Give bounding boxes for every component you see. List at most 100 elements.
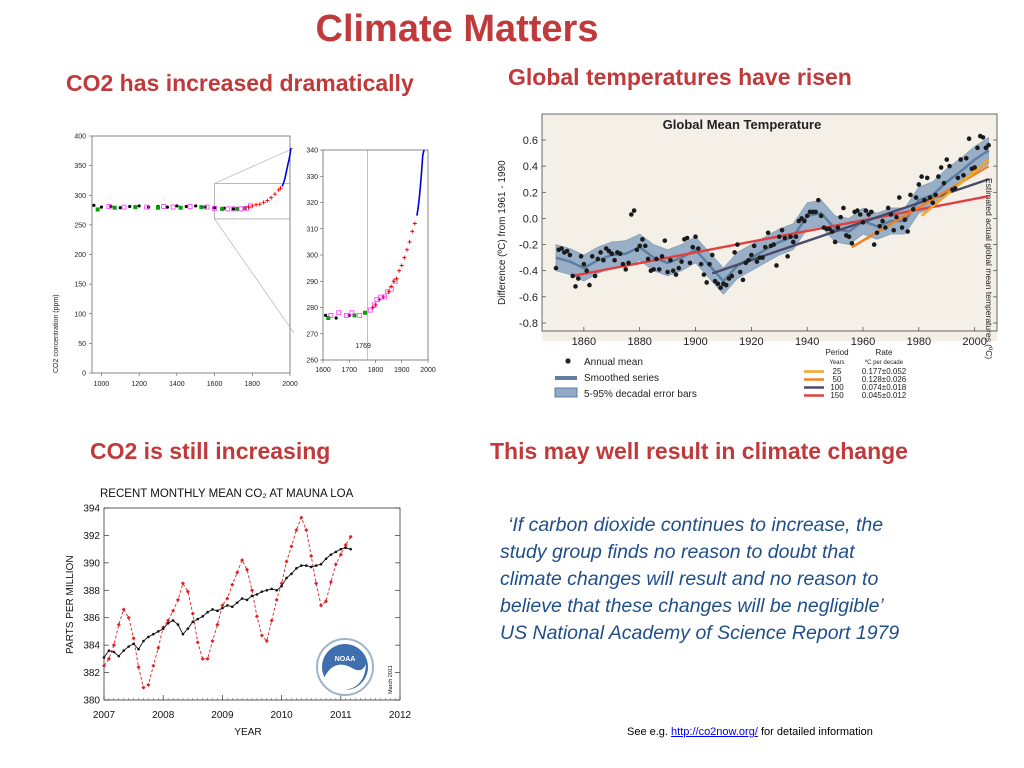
annual-mean-point [575, 276, 581, 281]
y-tick-label: 394 [83, 504, 100, 515]
data-point [190, 611, 195, 616]
co2-zoom-annotation: 1769 [355, 343, 371, 350]
annual-mean-point [637, 243, 642, 249]
annual-mean-point [863, 208, 869, 213]
data-point [328, 312, 334, 318]
annual-mean-point [899, 225, 905, 230]
data-point [326, 316, 331, 320]
mauna-xlabel: YEAR [234, 727, 261, 738]
annual-mean-point [662, 238, 668, 243]
y-tick-label: 384 [83, 641, 100, 652]
data-point [275, 588, 278, 592]
data-point [304, 527, 309, 532]
annual-mean-point [835, 225, 841, 230]
rate-value: 0.128±0.026 [862, 375, 907, 384]
annual-mean-point [941, 180, 947, 186]
rate-header-period: Period [825, 348, 848, 357]
data-point [136, 665, 141, 670]
data-point [349, 547, 352, 551]
annual-mean-point [919, 174, 924, 179]
data-point [260, 590, 264, 593]
data-point [171, 619, 175, 622]
annual-mean-point [804, 213, 810, 219]
data-point [363, 310, 367, 315]
annual-mean-point [732, 250, 737, 255]
data-point [161, 204, 167, 209]
y-tick-label: 300 [74, 193, 86, 200]
data-point [107, 649, 111, 652]
data-point [386, 289, 391, 294]
y-tick-label: 310 [306, 226, 318, 233]
annual-mean-point [581, 261, 587, 267]
annual-mean-point [564, 248, 570, 254]
annual-mean-point [656, 267, 662, 272]
data-point [111, 643, 116, 648]
data-point [106, 204, 112, 209]
x-tick-label: 2008 [152, 710, 175, 721]
data-point [118, 206, 122, 210]
data-point [235, 570, 240, 575]
y-tick-label: 100 [74, 311, 86, 318]
data-point [314, 581, 319, 586]
data-point [176, 597, 180, 602]
annual-mean-point [729, 273, 735, 279]
data-point [95, 207, 100, 212]
data-point [231, 207, 236, 211]
annual-mean-point [830, 229, 835, 234]
data-point [151, 663, 156, 668]
mauna-ylabel: PARTS PER MILLION [65, 555, 76, 654]
data-point [250, 588, 254, 593]
quote-source: US National Academy of Science Report 19… [500, 622, 900, 644]
annual-mean-point [573, 284, 578, 289]
annual-mean-point [938, 165, 944, 170]
y-tick-label: 50 [78, 341, 86, 348]
data-point [210, 639, 215, 644]
data-point [257, 202, 262, 207]
series-line [416, 149, 425, 216]
footer-note: See e.g. http://co2now.org/ for detailed… [627, 726, 873, 738]
data-point [280, 584, 283, 588]
annual-mean-point [975, 145, 980, 151]
temp-ylabel-left: Difference (ºC) from 1961 - 1990 [497, 160, 508, 305]
annual-mean-point [788, 234, 793, 240]
annual-mean-point [589, 254, 595, 259]
annual-mean-point [676, 265, 682, 271]
data-point [349, 310, 355, 316]
y-tick-label: 150 [74, 282, 86, 289]
data-point [295, 567, 298, 570]
data-point [265, 198, 270, 203]
data-point [405, 247, 409, 252]
data-point [170, 204, 176, 210]
data-point [261, 200, 266, 205]
data-point [191, 620, 195, 624]
chart-background [542, 114, 997, 341]
data-point [394, 276, 399, 281]
annual-mean-point [980, 135, 986, 140]
legend-error-bars-marker [554, 387, 578, 398]
heading-temperatures-risen: Global temperatures have risen [508, 64, 852, 90]
y-tick-label: -0.2 [519, 240, 538, 252]
annual-mean-point [972, 165, 977, 170]
co2now-link[interactable]: http://co2now.org/ [671, 726, 758, 738]
data-point [121, 204, 127, 210]
y-tick-label: 320 [306, 200, 318, 207]
annual-mean-point [849, 240, 855, 246]
y-tick-label: 340 [306, 148, 318, 155]
data-point [137, 204, 141, 208]
data-point [102, 656, 106, 659]
annual-mean-point [746, 257, 751, 263]
data-point [285, 576, 288, 580]
y-tick-label: 0.4 [523, 161, 538, 173]
x-tick-label: 1860 [572, 336, 596, 348]
annual-mean-point [749, 252, 754, 258]
trend-rate-table: Period Rate Years ºC per decade 25 0.177±… [804, 348, 907, 400]
data-point [344, 546, 348, 550]
data-point [205, 656, 210, 661]
y-tick-label: 0.0 [523, 213, 538, 225]
x-tick-label: 1200 [131, 381, 147, 388]
data-point [265, 588, 269, 592]
data-point [290, 572, 293, 576]
data-point [116, 622, 121, 627]
legend-annual-mean-marker [565, 358, 571, 364]
annual-mean-point [947, 163, 952, 169]
